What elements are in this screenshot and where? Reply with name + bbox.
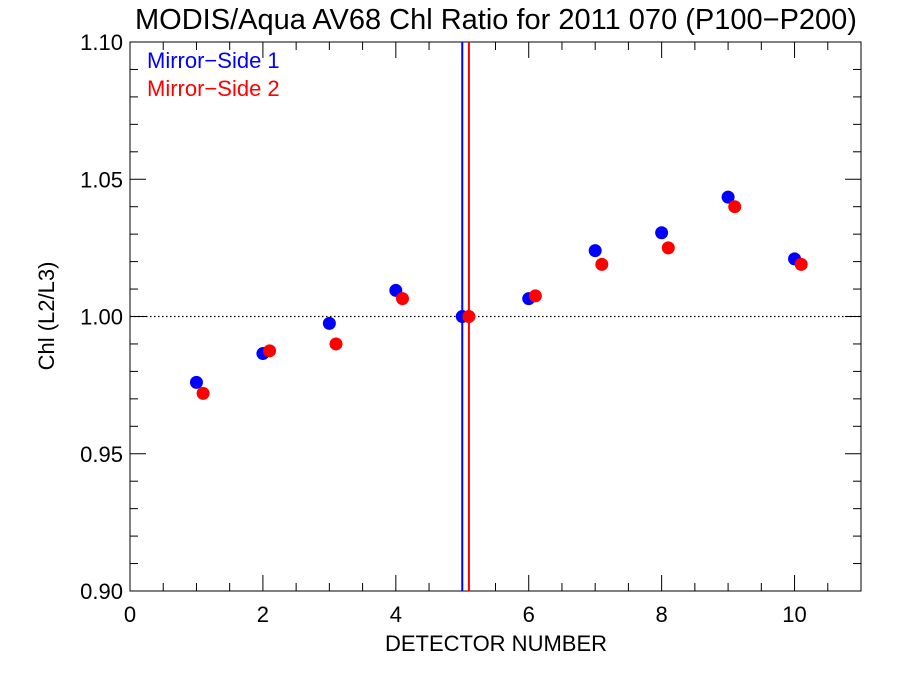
series-2-point bbox=[728, 200, 742, 214]
series-2-point bbox=[263, 344, 277, 358]
chart-title: MODIS/Aqua AV68 Chl Ratio for 2011 070 (… bbox=[135, 4, 857, 36]
series-1-point bbox=[721, 190, 735, 204]
series-1-point bbox=[189, 375, 203, 389]
plot-area: 0 2 4 6 8 10 0.90 0.95 1.00 1.05 1.10 bbox=[80, 30, 862, 627]
y-tick-label: 1.05 bbox=[80, 167, 123, 192]
y-tick-label: 1.10 bbox=[80, 30, 123, 55]
series-2-point bbox=[462, 310, 476, 323]
x-tick-label: 10 bbox=[782, 602, 806, 627]
series-2-point bbox=[661, 241, 675, 255]
x-tick-label: 6 bbox=[523, 602, 535, 627]
y-tick-label: 1.00 bbox=[80, 305, 123, 330]
legend: Mirror−Side 1 Mirror−Side 2 bbox=[147, 48, 280, 101]
series-2-point bbox=[395, 292, 409, 306]
series-2-point bbox=[329, 337, 343, 351]
series-2-point bbox=[794, 257, 808, 271]
legend-entry-mirror-side-1: Mirror−Side 1 bbox=[147, 48, 280, 73]
y-tick-label: 0.95 bbox=[80, 442, 123, 467]
x-tick-label: 4 bbox=[390, 602, 402, 627]
series-1-point bbox=[322, 316, 336, 330]
series-1-point bbox=[655, 226, 669, 240]
x-tick-label: 0 bbox=[124, 602, 136, 627]
series-2-point bbox=[196, 386, 210, 400]
x-tick-label: 2 bbox=[257, 602, 269, 627]
x-tick-label: 8 bbox=[656, 602, 668, 627]
series-2-point bbox=[528, 289, 542, 303]
y-axis-label: Chl (L2/L3) bbox=[34, 262, 59, 371]
series-2-point bbox=[595, 257, 609, 271]
y-tick-label: 0.90 bbox=[80, 579, 123, 604]
x-axis-label: DETECTOR NUMBER bbox=[385, 631, 607, 656]
series-1-point bbox=[588, 244, 602, 258]
legend-entry-mirror-side-2: Mirror−Side 2 bbox=[147, 76, 280, 101]
